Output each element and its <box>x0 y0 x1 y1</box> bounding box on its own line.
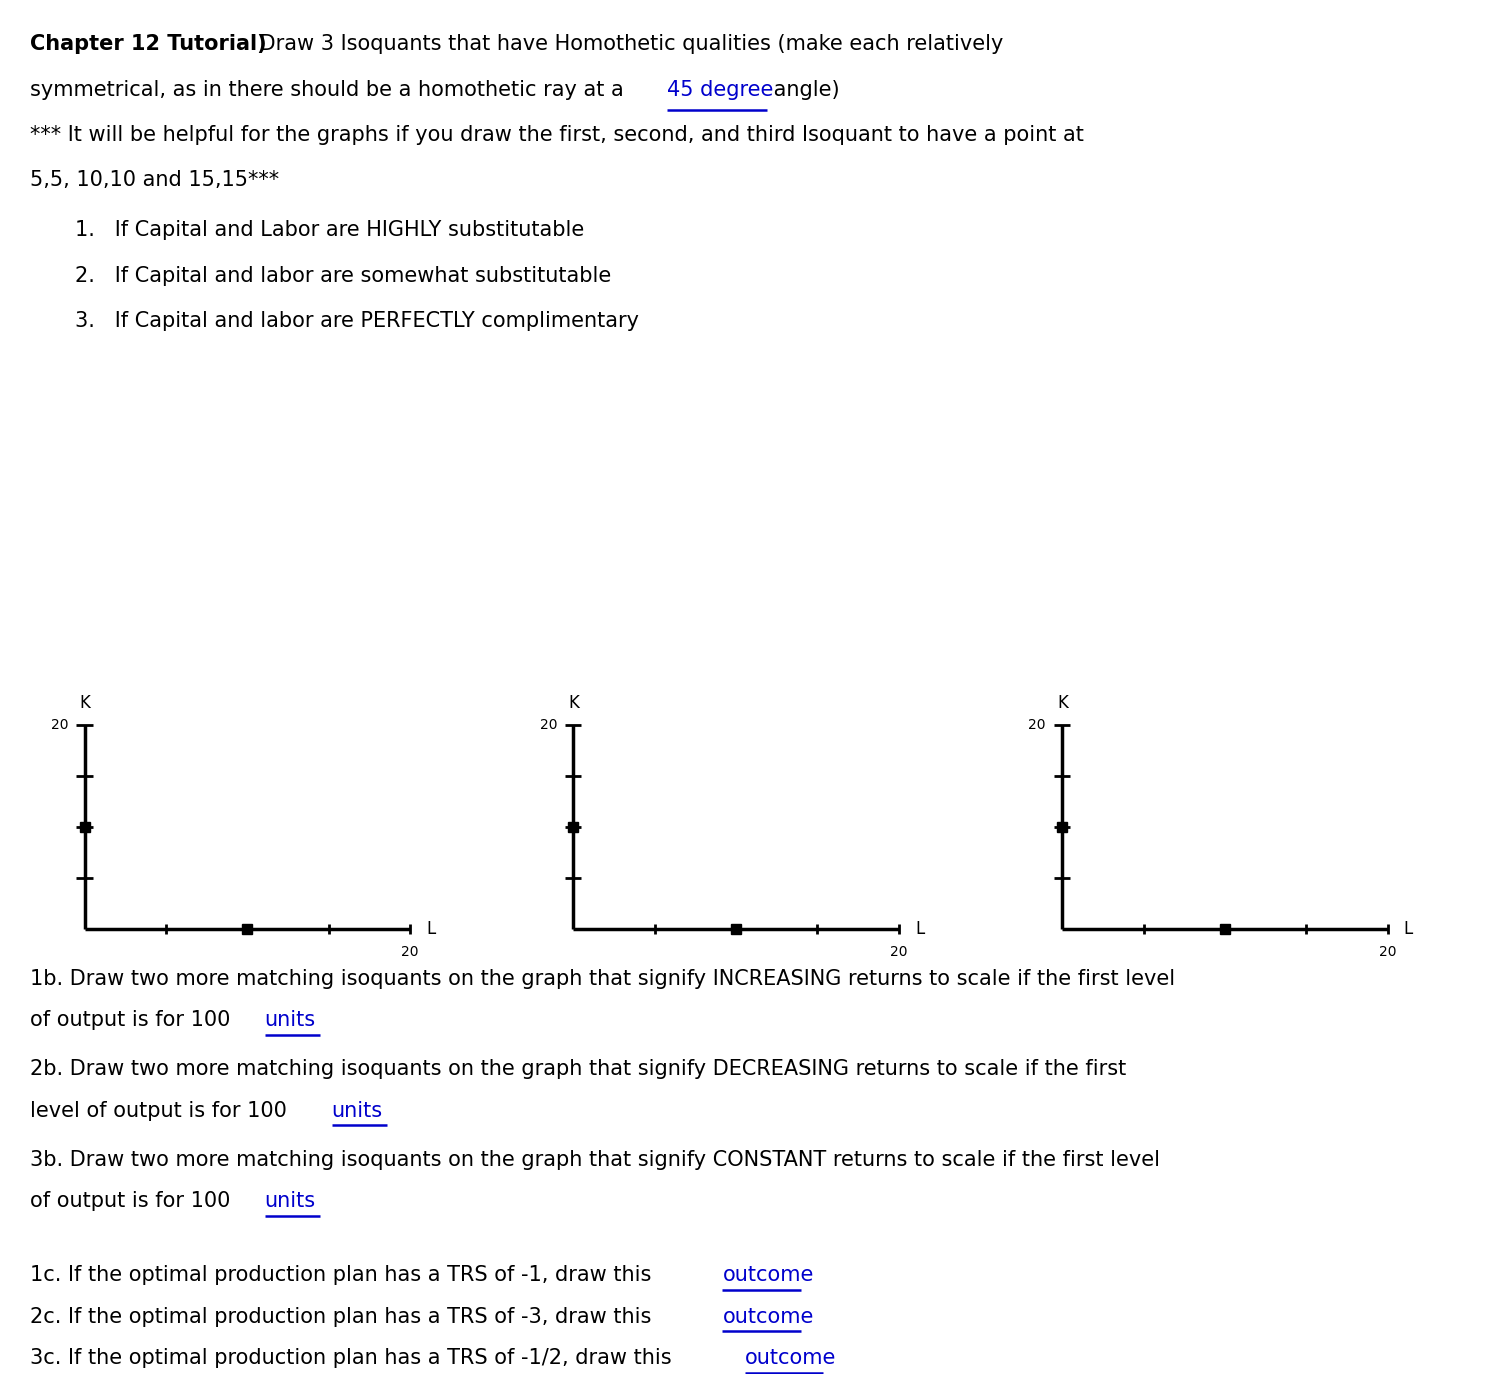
Text: outcome: outcome <box>722 1265 814 1286</box>
Text: of output is for 100: of output is for 100 <box>30 1191 238 1212</box>
Text: 20: 20 <box>1379 945 1396 959</box>
Text: *** It will be helpful for the graphs if you draw the first, second, and third I: *** It will be helpful for the graphs if… <box>30 125 1084 146</box>
Text: outcome: outcome <box>722 1307 814 1327</box>
Text: 20: 20 <box>51 717 68 731</box>
Text: L: L <box>914 921 925 938</box>
Text: 3c. If the optimal production plan has a TRS of -1/2, draw this: 3c. If the optimal production plan has a… <box>30 1348 678 1369</box>
Text: 20: 20 <box>890 945 907 959</box>
Text: 45 degree: 45 degree <box>666 80 773 100</box>
Text: 20: 20 <box>1029 717 1045 731</box>
Text: symmetrical, as in there should be a homothetic ray at a: symmetrical, as in there should be a hom… <box>30 80 630 100</box>
Text: 5,5, 10,10 and 15,15***: 5,5, 10,10 and 15,15*** <box>30 170 280 191</box>
Text: Chapter 12 Tutorial): Chapter 12 Tutorial) <box>30 34 266 55</box>
Text: 2.   If Capital and labor are somewhat substitutable: 2. If Capital and labor are somewhat sub… <box>75 265 612 286</box>
Text: 3b. Draw two more matching isoquants on the graph that signify CONSTANT returns : 3b. Draw two more matching isoquants on … <box>30 1150 1160 1171</box>
Text: units: units <box>331 1101 382 1121</box>
Text: units: units <box>265 1010 316 1030</box>
Text: angle): angle) <box>767 80 839 100</box>
Text: units: units <box>265 1191 316 1212</box>
Text: of output is for 100: of output is for 100 <box>30 1010 238 1030</box>
Text: 20: 20 <box>540 717 556 731</box>
Text: 2c. If the optimal production plan has a TRS of -3, draw this: 2c. If the optimal production plan has a… <box>30 1307 659 1327</box>
Text: 3.   If Capital and labor are PERFECTLY complimentary: 3. If Capital and labor are PERFECTLY co… <box>75 311 639 331</box>
Text: outcome: outcome <box>744 1348 836 1369</box>
Text: level of output is for 100: level of output is for 100 <box>30 1101 293 1121</box>
Text: K: K <box>80 694 90 712</box>
Text: L: L <box>1403 921 1414 938</box>
Text: 1.   If Capital and Labor are HIGHLY substitutable: 1. If Capital and Labor are HIGHLY subst… <box>75 220 585 240</box>
Text: 20: 20 <box>402 945 418 959</box>
Text: 1c. If the optimal production plan has a TRS of -1, draw this: 1c. If the optimal production plan has a… <box>30 1265 659 1286</box>
Text: 1b. Draw two more matching isoquants on the graph that signify INCREASING return: 1b. Draw two more matching isoquants on … <box>30 969 1175 989</box>
Text: K: K <box>569 694 579 712</box>
Text: Draw 3 Isoquants that have Homothetic qualities (make each relatively: Draw 3 Isoquants that have Homothetic qu… <box>253 34 1003 55</box>
Text: 2b. Draw two more matching isoquants on the graph that signify DECREASING return: 2b. Draw two more matching isoquants on … <box>30 1059 1126 1080</box>
Text: L: L <box>426 921 436 938</box>
Text: K: K <box>1057 694 1068 712</box>
